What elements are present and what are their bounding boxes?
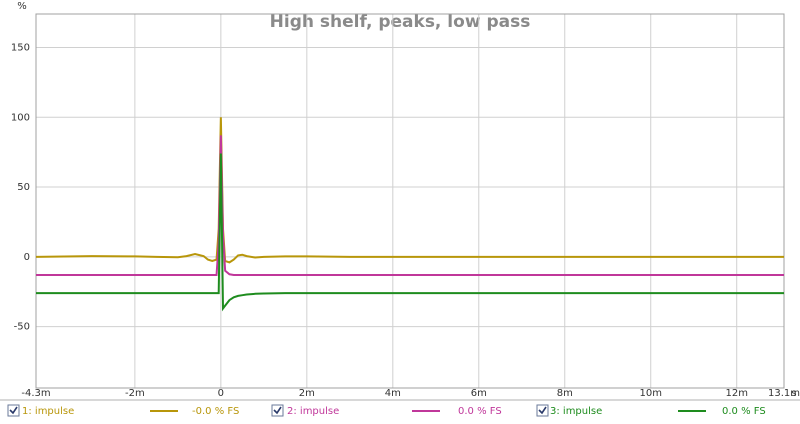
- y-axis-label: %: [17, 1, 27, 12]
- series-line: [36, 153, 784, 312]
- legend-checkbox[interactable]: [536, 404, 549, 417]
- legend-checkmark: [538, 406, 547, 415]
- legend-label: 2: impulse: [287, 406, 339, 417]
- x-tick-label: 4m: [385, 388, 401, 399]
- legend-readout: -0.0 % FS: [192, 406, 239, 417]
- x-tick-label: 8m: [557, 388, 573, 399]
- legend-label: 3: impulse: [550, 406, 602, 417]
- x-tick-label: -2m: [125, 388, 145, 399]
- y-tick-label: 50: [17, 182, 30, 193]
- y-tick-label: 150: [11, 42, 30, 53]
- plot-frame: [35, 13, 785, 389]
- legend-checkbox[interactable]: [7, 404, 20, 417]
- legend-checkmark: [9, 406, 18, 415]
- legend-label: 1: impulse: [22, 406, 74, 417]
- x-tick-label: 10m: [640, 388, 662, 399]
- x-tick-label: -4.3m: [21, 388, 50, 399]
- y-tick-label: 0: [24, 252, 30, 263]
- x-tick-label: 12m: [725, 388, 747, 399]
- legend-checkmark: [273, 406, 282, 415]
- x-axis-label: s: [791, 388, 796, 399]
- x-tick-label: 0: [218, 388, 224, 399]
- x-tick-label: 2m: [299, 388, 315, 399]
- legend-readout: 0.0 % FS: [722, 406, 766, 417]
- x-tick-label: 13.1m: [768, 388, 800, 399]
- x-tick-label: 6m: [471, 388, 487, 399]
- legend-readout: 0.0 % FS: [458, 406, 502, 417]
- legend-checkbox[interactable]: [271, 404, 284, 417]
- chart-title: High shelf, peaks, low pass: [270, 12, 531, 32]
- series-line: [36, 135, 784, 276]
- y-tick-label: -50: [14, 322, 30, 333]
- y-tick-label: 100: [11, 112, 30, 123]
- series-line: [35, 117, 784, 264]
